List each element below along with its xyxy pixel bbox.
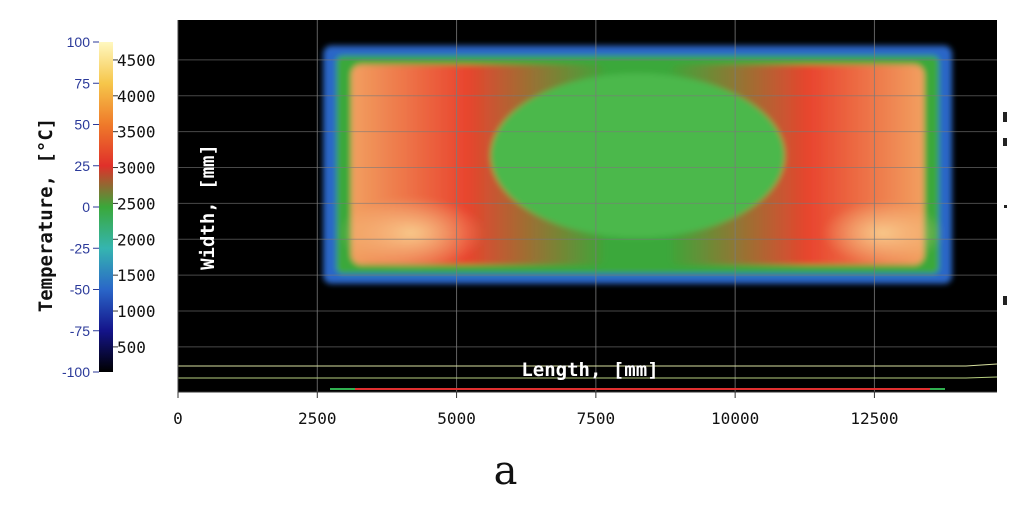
colorbar-temp-tick-label: 100 [67,34,91,50]
colorbar-temp-tick-label: -75 [70,323,90,339]
x-tick-label: 12500 [850,409,898,428]
colorbar-temp-tick-label: 50 [74,117,90,133]
y-axis-title: Width, [mm] [197,144,219,270]
slab-warm-spot-bottom-left [337,196,485,270]
colorbar-width-tick-label: 2500 [117,194,156,213]
colorbar-temp-tick-label: -100 [62,364,90,380]
cropped-mark-4 [1003,296,1007,305]
slab-warm-spot-bottom-right [821,201,945,266]
colorbar-width-tick-label: 2000 [117,230,156,249]
colorbar-width-tick-label: 4500 [117,51,156,70]
profile-trace-upper-end [965,363,998,367]
profile-trace-lower-end [965,376,998,379]
slab-core-zone [490,73,785,238]
cropped-mark-1 [1003,112,1007,122]
colorbar-temp-tick-label: 25 [74,158,90,174]
colorbar-width-tick-label: 3500 [117,123,156,142]
colorbar-temperature-tick-labels: 100 75 50 25 0 -25 -50 -75 -100 [62,34,99,380]
colorbar-temp-tick-label: 75 [74,75,90,91]
colorbar-temp-tick-label: -25 [70,240,90,256]
profile-traces [178,363,998,390]
vertical-grid-lines [316,20,875,392]
colorbar-width-tick-label: 3000 [117,159,156,178]
x-axis-title: Length, [mm] [521,359,658,381]
colorbar-width-tick-label: 4000 [117,87,156,106]
figure-caption: a [493,448,518,494]
colorbar [99,42,113,372]
cropped-mark-2 [1003,138,1007,146]
horizontal-grid-lines [178,59,997,348]
x-tick-label: 2500 [298,409,337,428]
colorbar-temp-tick-label: -50 [70,282,90,298]
colorbar-width-tick-label: 500 [117,338,146,357]
colorbar-temp-tick-label: 0 [82,199,90,215]
slab-heatmap [323,45,953,284]
colorbar-width-tick-labels: 500 1000 1500 2000 2500 3000 3500 4000 4500 [113,51,156,357]
colorbar-width-tick-label: 1000 [117,302,156,321]
cropped-right-edge-marks [1003,112,1007,305]
x-tick-label: 7500 [577,409,616,428]
x-tick-label: 10000 [711,409,759,428]
cropped-mark-3 [1004,205,1007,208]
x-tick-label: 0 [173,409,183,428]
colorbar-width-tick-label: 1500 [117,266,156,285]
x-tick-label: 5000 [437,409,476,428]
colorbar-title: Temperature, [°C] [35,118,57,312]
x-axis-ticks: 0 2500 5000 7500 10000 12500 [173,392,899,428]
